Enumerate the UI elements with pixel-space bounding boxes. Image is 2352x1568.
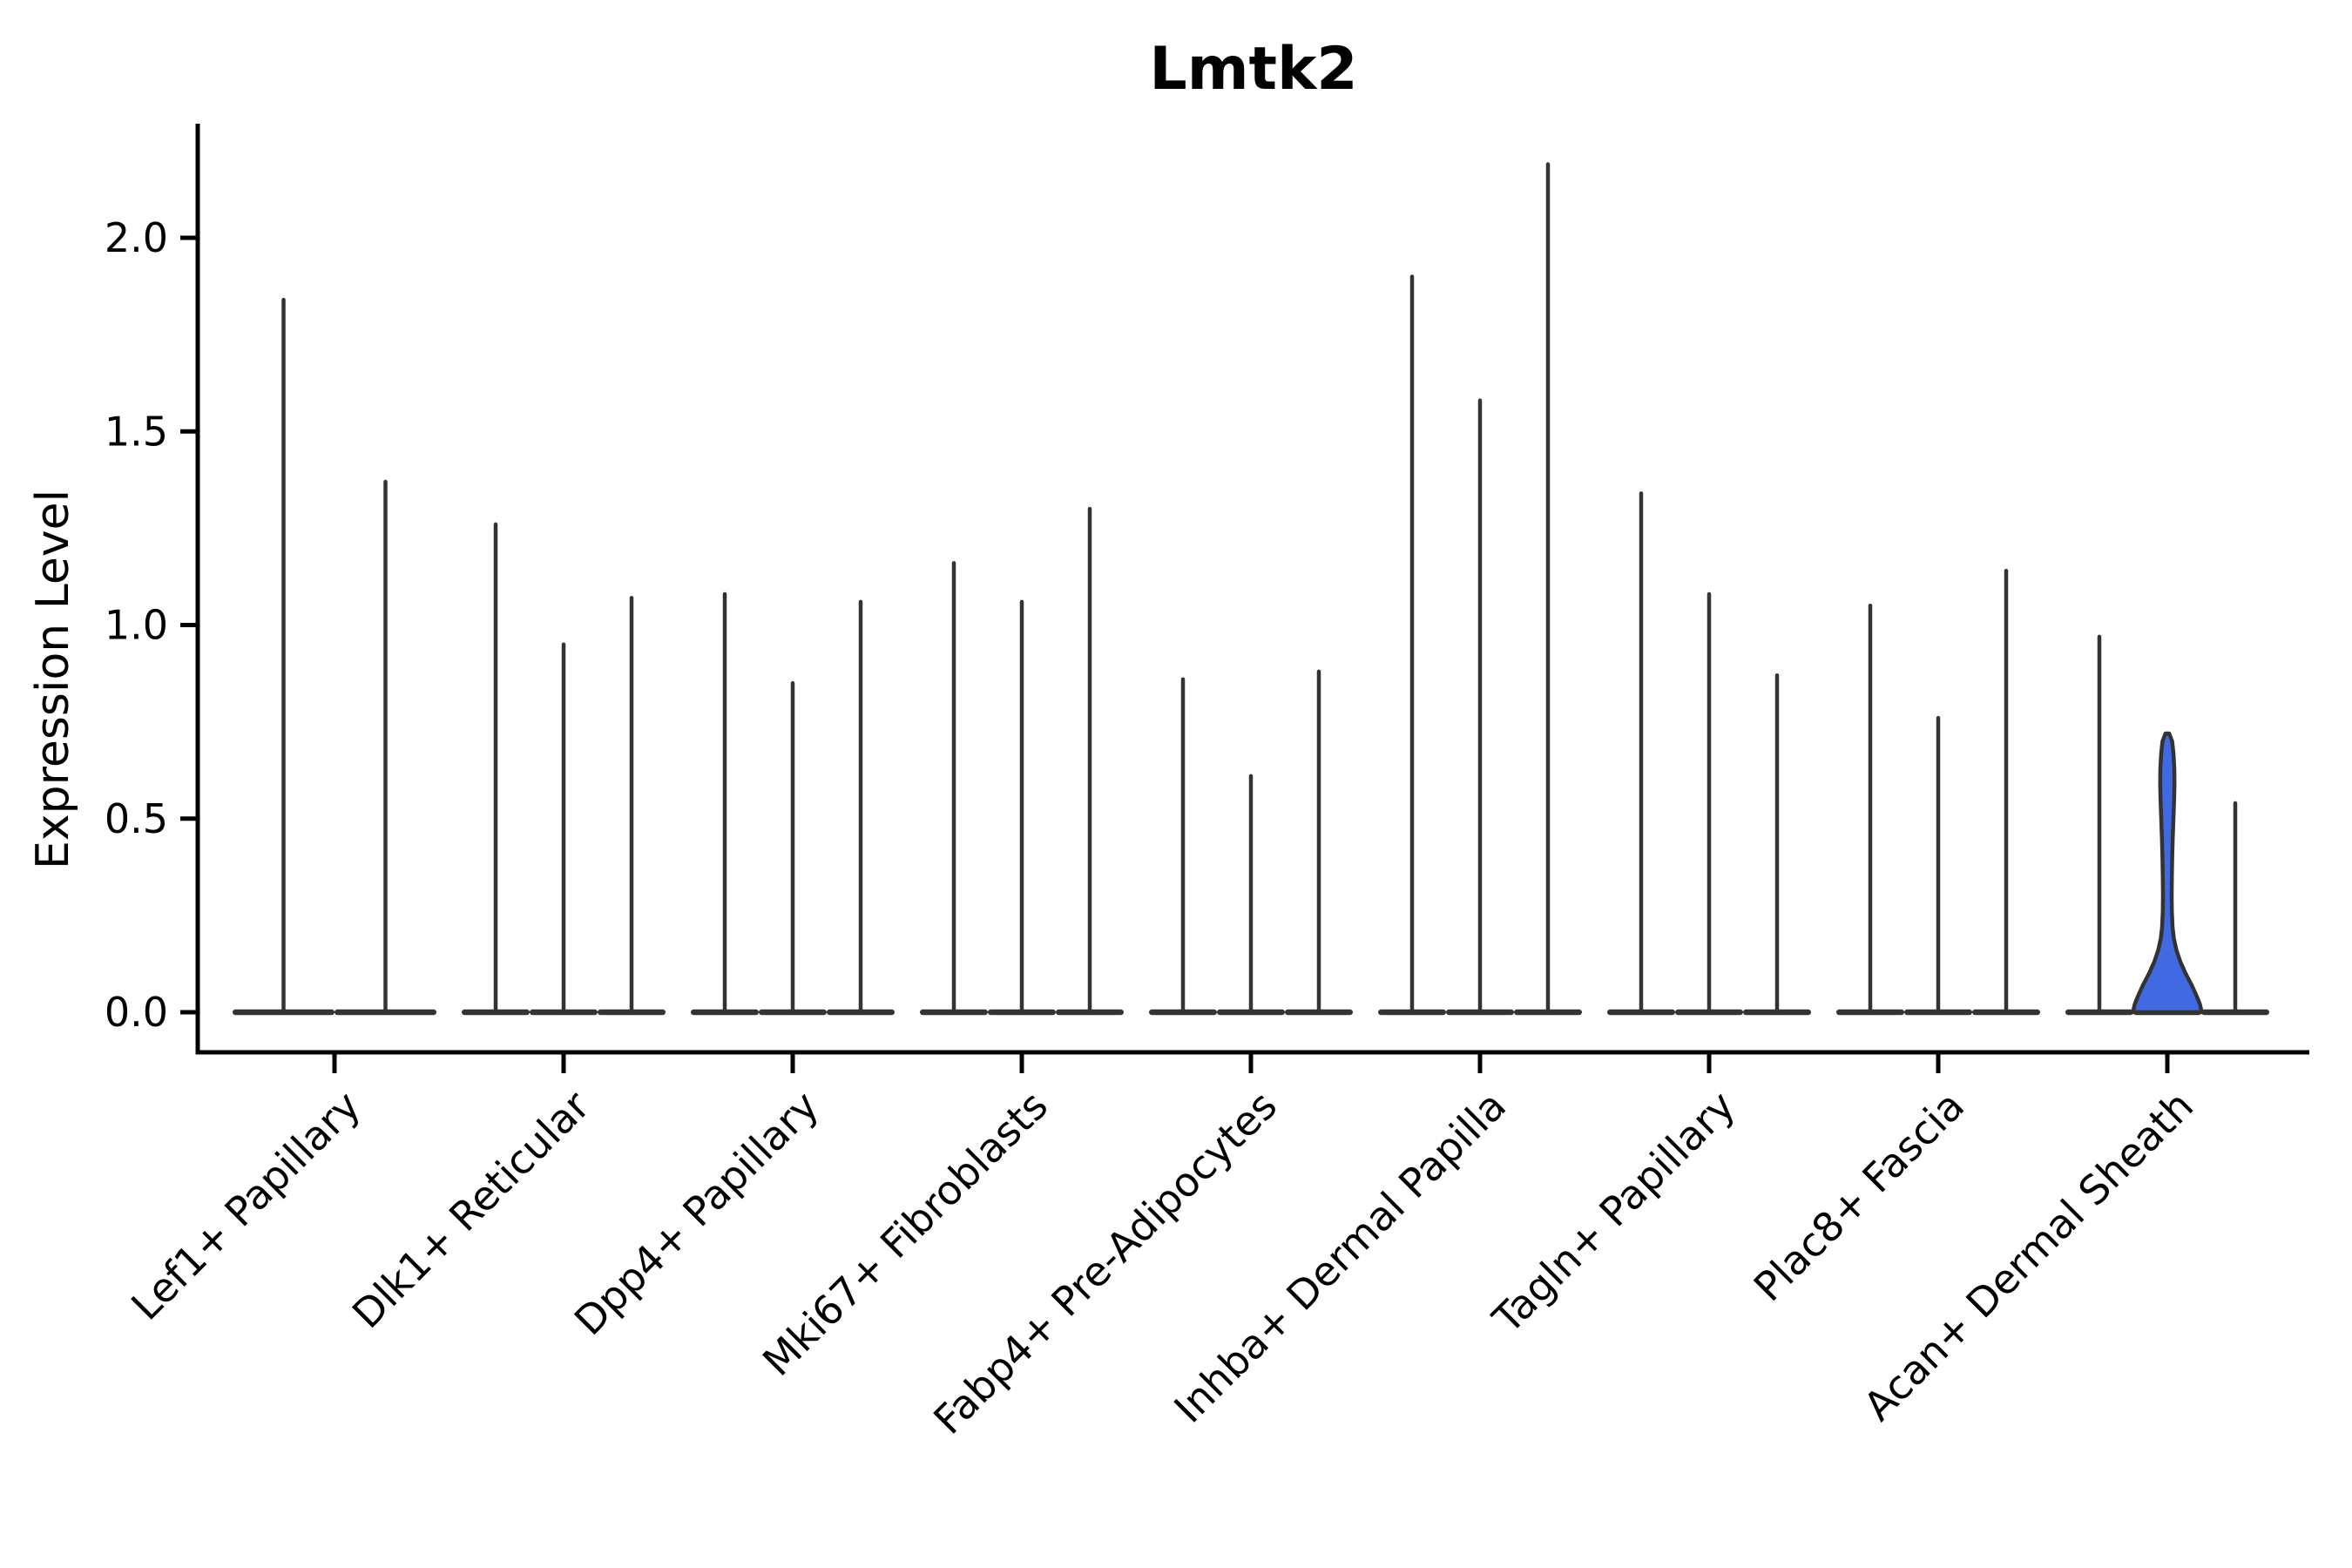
highlighted-violin (2131, 731, 2204, 1015)
x-tick-label: Dpp4+ Papillary (565, 1082, 828, 1344)
x-tick-label: Tagln+ Papillary (1484, 1082, 1745, 1343)
y-axis-label: Expression Level (27, 490, 79, 869)
y-tick-label: 0.5 (105, 795, 168, 842)
y-tick-label: 0.0 (105, 989, 168, 1036)
chart-title: Lmtk2 (1149, 35, 1357, 104)
x-tick-label: Plac8+ Fascia (1745, 1082, 1973, 1310)
y-tick-label: 2.0 (105, 214, 168, 261)
y-tick-label: 1.0 (105, 602, 168, 649)
x-tick-label: Dlk1+ Reticular (343, 1082, 598, 1337)
x-tick-label: Lef1+ Papillary (122, 1082, 369, 1329)
y-tick-label: 1.5 (105, 408, 168, 455)
